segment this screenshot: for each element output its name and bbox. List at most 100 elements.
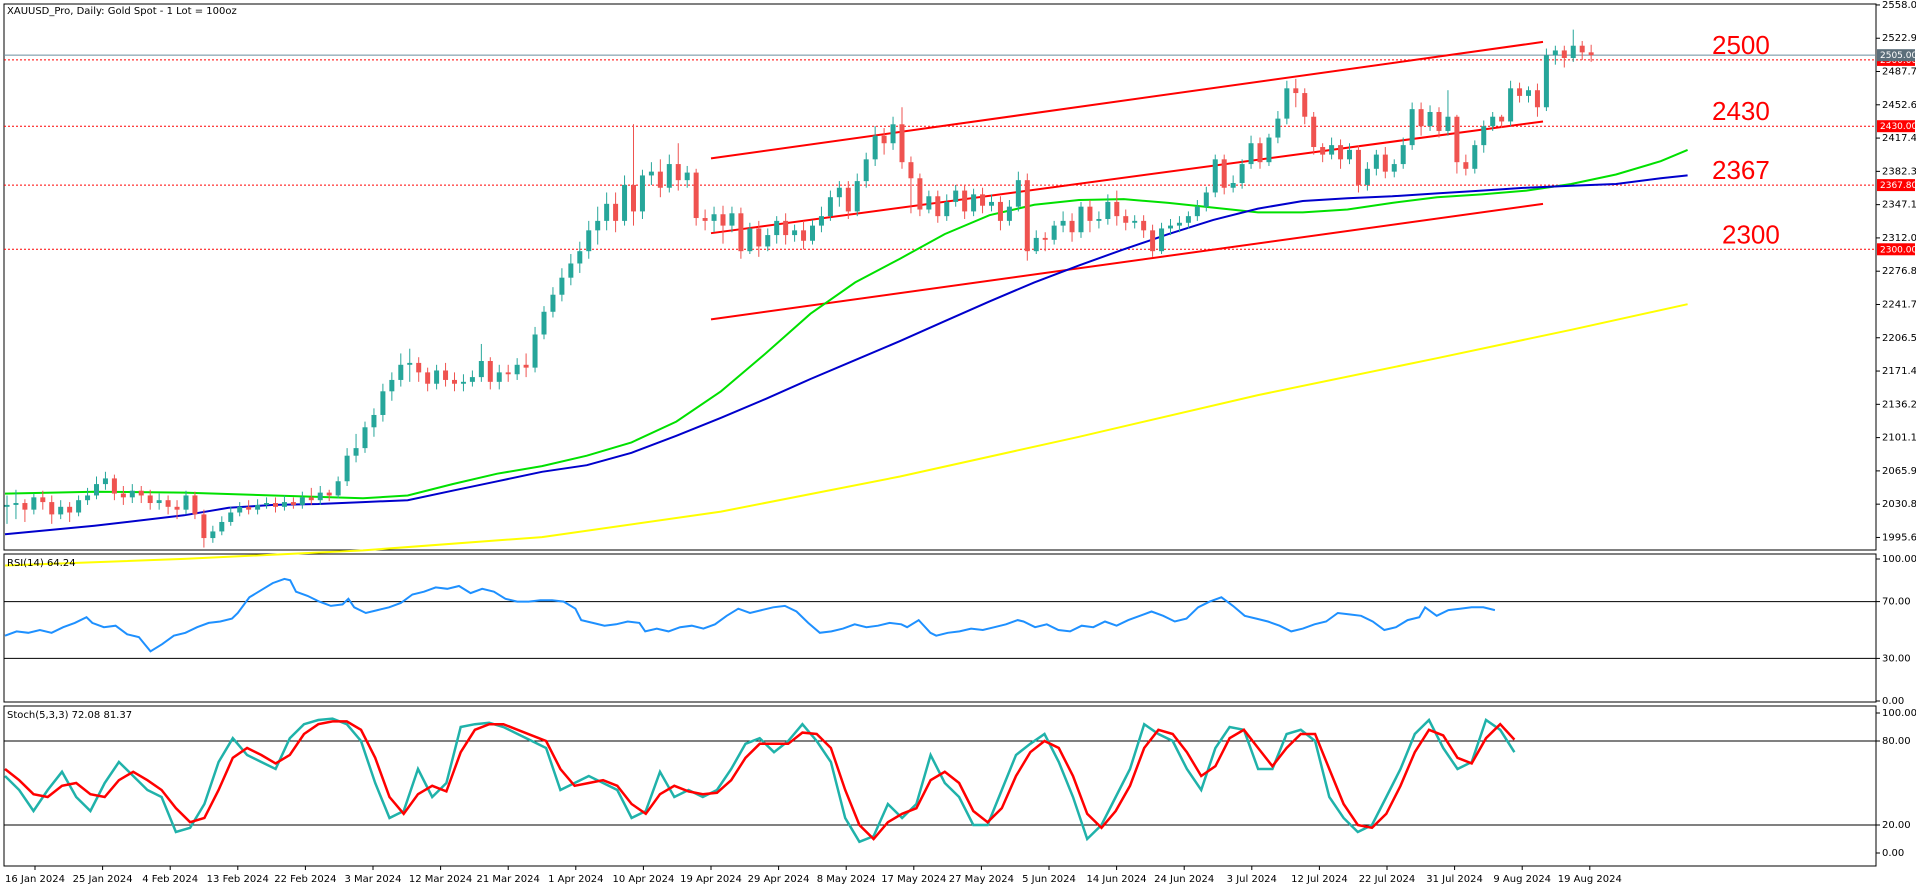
price-tick-label: 2065.95 <box>1882 466 1916 477</box>
candle-body <box>326 492 332 496</box>
time-tick-label: 10 Apr 2024 <box>612 874 674 885</box>
time-tick-label: 24 Jun 2024 <box>1154 874 1214 885</box>
candle-body <box>210 531 216 539</box>
candle-body <box>147 495 153 504</box>
time-tick-label: 4 Feb 2024 <box>142 874 198 885</box>
candle-body <box>192 495 198 515</box>
candle-body <box>1436 111 1442 131</box>
candle-body <box>980 194 986 206</box>
price-pane[interactable] <box>3 3 1877 551</box>
candle-body <box>541 311 547 335</box>
price-tick-label: 2347.15 <box>1882 200 1916 211</box>
candle-body <box>1517 88 1523 96</box>
candle-body <box>1078 206 1084 233</box>
candle-body <box>1329 145 1335 155</box>
candle-body <box>1168 225 1173 229</box>
candle-body <box>1320 147 1326 155</box>
candle-body <box>684 172 690 181</box>
time-tick-label: 29 Apr 2024 <box>748 874 810 885</box>
time-tick-label: 16 Jan 2024 <box>5 874 65 885</box>
moving-averages <box>4 148 1688 567</box>
candle-body <box>595 220 601 231</box>
stoch-tick-label: 80.00 <box>1882 736 1911 747</box>
candle-body <box>452 379 457 384</box>
price-tick-label: 2171.40 <box>1882 366 1916 377</box>
current-price-tag <box>1877 49 1915 62</box>
price-tick-label: 2558.05 <box>1882 0 1916 11</box>
time-tick-label: 5 Jun 2024 <box>1022 874 1076 885</box>
level-label: 2300 <box>1722 219 1780 249</box>
candle-body <box>792 230 798 236</box>
price-tick-label: 2101.10 <box>1882 433 1916 444</box>
candle-body <box>425 372 431 384</box>
candle-body <box>997 201 1003 221</box>
candle-body <box>926 196 932 210</box>
candle-body <box>711 214 717 221</box>
candle-body <box>1364 168 1370 185</box>
candle-body <box>353 448 359 456</box>
candle-body <box>156 500 162 504</box>
candle-body <box>1212 159 1218 193</box>
stoch-indicator: 100.00 80.00 20.00 0.00 <box>4 708 1916 859</box>
candle-body <box>67 506 73 513</box>
candle-body <box>1051 225 1057 240</box>
candle-body <box>1338 145 1344 160</box>
candle-body <box>648 171 654 176</box>
candle-body <box>631 184 636 212</box>
candle-body <box>1015 180 1021 207</box>
candle-body <box>962 190 968 212</box>
ma-mid-line <box>4 174 1688 536</box>
candle-body <box>872 135 878 160</box>
time-tick-label: 12 Jul 2024 <box>1291 874 1348 885</box>
candle-body <box>1239 164 1245 184</box>
candle-body <box>1400 145 1406 165</box>
candle-body <box>1257 143 1263 163</box>
stoch-pane[interactable] <box>3 705 1877 867</box>
candle-body <box>532 334 538 368</box>
candle-body <box>1552 50 1558 56</box>
price-tick-label: 2241.70 <box>1882 299 1916 310</box>
candle-body <box>1472 145 1478 169</box>
candle-body <box>478 361 484 378</box>
candle-body <box>944 201 950 217</box>
rsi-tick-label: 70.00 <box>1882 597 1911 608</box>
rsi-pane[interactable] <box>3 553 1877 703</box>
candle-body <box>487 361 493 382</box>
level-label: 2367 <box>1712 155 1770 185</box>
candle-body <box>890 124 896 144</box>
candle-body <box>1042 237 1048 240</box>
candle-body <box>273 503 278 507</box>
candle-body <box>40 497 46 503</box>
level-label: 2430 <box>1712 96 1770 126</box>
middle-channel <box>710 120 1544 235</box>
candle-body <box>568 263 574 278</box>
time-axis: 16 Jan 2024 25 Jan 2024 4 Feb 2024 13 Feb 2… <box>5 866 1622 885</box>
candle-body <box>756 228 762 247</box>
candle-body <box>299 497 305 505</box>
candle-body <box>971 194 977 212</box>
candle-body <box>1490 116 1496 127</box>
candle-body <box>344 455 350 482</box>
candle-body <box>854 181 860 212</box>
candle-body <box>836 187 842 198</box>
level-price-tag <box>1877 243 1915 256</box>
candle-body <box>577 251 583 264</box>
candle-body <box>380 391 386 415</box>
candle-body <box>1409 109 1415 146</box>
candle-body <box>237 506 243 513</box>
candle-body <box>514 364 520 375</box>
candle-body <box>1508 88 1514 122</box>
stoch-tick-label: 0.00 <box>1882 848 1904 859</box>
candle-body <box>801 230 807 241</box>
candle-body <box>371 414 377 428</box>
upper-channel <box>710 40 1544 160</box>
candle-body <box>639 175 645 212</box>
time-tick-label: 9 Aug 2024 <box>1493 874 1551 885</box>
candle-body <box>720 214 726 226</box>
candle-body <box>228 512 234 522</box>
candle-body <box>1087 206 1093 221</box>
candle-body <box>165 500 171 507</box>
candle-body <box>443 370 449 380</box>
candle-body <box>317 492 323 501</box>
time-tick-label: 25 Jan 2024 <box>73 874 133 885</box>
